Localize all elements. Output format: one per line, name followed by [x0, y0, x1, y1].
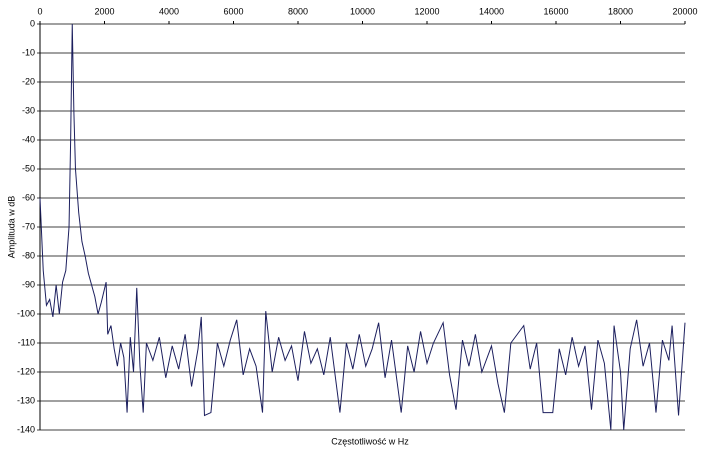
x-tick-label: 2000: [94, 6, 114, 16]
x-tick-label: 20000: [672, 6, 697, 16]
y-tick-label: -60: [22, 192, 35, 202]
y-tick-label: -90: [22, 279, 35, 289]
y-tick-label: -40: [22, 134, 35, 144]
y-tick-label: -100: [17, 308, 35, 318]
y-tick-label: -140: [17, 424, 35, 434]
x-tick-label: 4000: [159, 6, 179, 16]
y-tick-label: -120: [17, 366, 35, 376]
x-tick-label: 10000: [350, 6, 375, 16]
y-tick-label: -80: [22, 250, 35, 260]
x-tick-label: 18000: [608, 6, 633, 16]
x-tick-label: 0: [37, 6, 42, 16]
y-tick-label: -20: [22, 76, 35, 86]
spectrum-line: [39, 23, 686, 431]
x-tick-label: 12000: [414, 6, 439, 16]
y-tick-label: 0: [30, 18, 35, 28]
y-tick-label: -130: [17, 395, 35, 405]
x-tick-label: 6000: [223, 6, 243, 16]
x-tick-label: 14000: [479, 6, 504, 16]
x-axis-label: Częstotliwość w Hz: [331, 436, 409, 446]
x-tick-label: 16000: [543, 6, 568, 16]
y-axis-label: Amplituda w dB: [6, 196, 16, 259]
y-tick-label: -30: [22, 105, 35, 115]
y-tick-label: -110: [18, 337, 35, 347]
y-tick-label: -70: [22, 221, 35, 231]
y-tick-label: -10: [22, 47, 35, 57]
x-tick-label: 8000: [288, 6, 308, 16]
y-tick-label: -50: [22, 163, 35, 173]
